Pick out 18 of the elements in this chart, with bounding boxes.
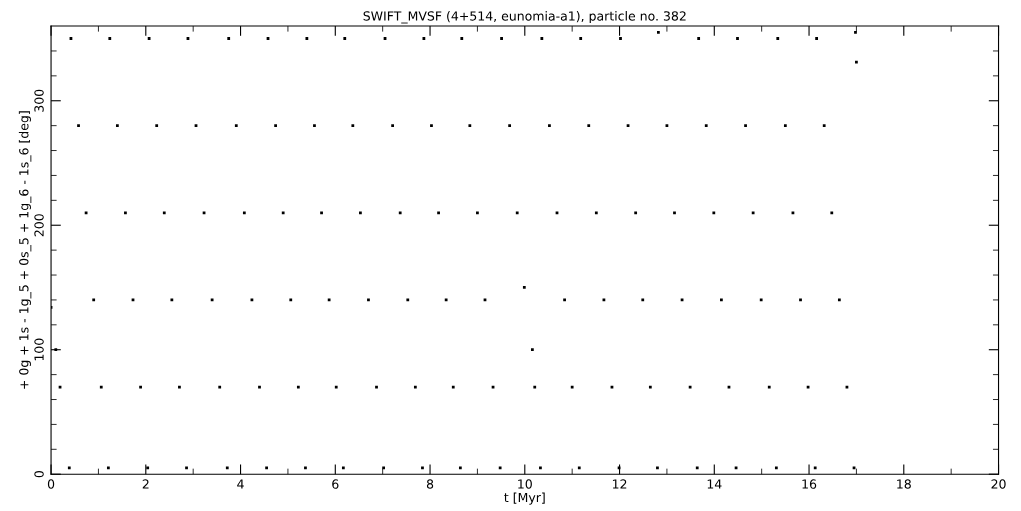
x-tick-label: 16 — [802, 479, 817, 489]
x-tick-label: 10 — [518, 479, 532, 489]
x-tick-label: 0 — [47, 479, 55, 489]
y-axis-title: + 0g + 1s - 1g_5 + 0s_5 + 1g_6 - 1s_6 [deg] — [18, 111, 32, 389]
x-tick-label: 4 — [237, 479, 244, 489]
x-axis-title: t [Myr] — [504, 492, 545, 505]
x-tick-label: 18 — [897, 479, 911, 489]
x-tick-label: 2 — [142, 479, 149, 489]
x-tick-label: 14 — [707, 479, 722, 489]
y-tick-label: 300 — [34, 89, 44, 112]
y-tick-label: 200 — [34, 214, 44, 237]
chart-title: SWIFT_MVSF (4+514, eunomia-a1), particle no. 382 — [363, 11, 686, 24]
y-tick-label: 0 — [34, 471, 44, 478]
x-tick-label: 12 — [612, 479, 627, 489]
y-tick-label: 100 — [34, 338, 44, 361]
x-tick-label: 20 — [991, 479, 1006, 489]
x-tick-label: 6 — [332, 479, 339, 489]
x-tick-label: 8 — [426, 479, 434, 489]
